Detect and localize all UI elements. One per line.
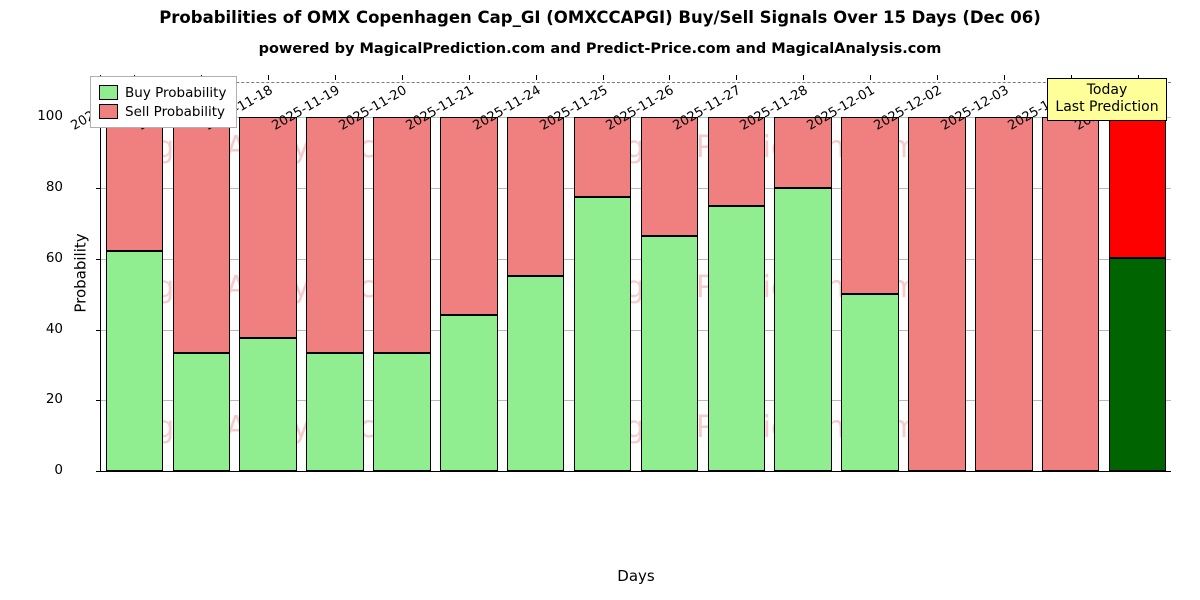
bar-segment-sell — [1108, 117, 1167, 259]
bar-group — [573, 75, 632, 471]
x-tick-mark — [1137, 75, 1139, 80]
x-tick-mark — [870, 75, 872, 80]
legend-item-sell: Sell Probability — [99, 102, 226, 121]
y-tick-mark — [96, 329, 101, 331]
bar-group — [707, 75, 766, 471]
x-tick-mark — [268, 75, 270, 80]
gridline — [101, 117, 1171, 119]
bar-segment-sell — [506, 117, 565, 276]
y-axis-label: Probability — [71, 233, 90, 313]
today-annotation-line2: Last Prediction — [1055, 99, 1159, 115]
bar-group — [908, 75, 966, 471]
bar-segment-buy — [774, 188, 832, 471]
x-tick-mark — [535, 75, 537, 80]
x-tick-mark — [1003, 75, 1005, 80]
bar-segment-buy — [841, 293, 899, 471]
bar-group — [506, 75, 565, 471]
bar-segment-sell — [774, 117, 832, 189]
x-tick-mark — [669, 75, 671, 80]
x-tick-mark — [1070, 75, 1072, 80]
y-tick-mark — [96, 400, 101, 402]
today-annotation: Today Last Prediction — [1047, 78, 1167, 121]
x-axis-label: Days — [617, 567, 655, 585]
legend-label-buy: Buy Probability — [125, 84, 227, 101]
chart-subtitle: powered by MagicalPrediction.com and Pre… — [258, 41, 942, 57]
bar-segment-sell — [640, 117, 699, 236]
y-tick-mark — [96, 188, 101, 190]
today-annotation-line1: Today — [1086, 82, 1128, 98]
y-tick-label: 100 — [37, 108, 63, 125]
bar-segment-buy — [306, 353, 364, 471]
bar-segment-sell — [172, 117, 231, 354]
bar-segment-sell — [573, 117, 632, 197]
chart-title: Probabilities of OMX Copenhagen Cap_GI (… — [159, 8, 1041, 27]
bar-segment-sell — [105, 117, 164, 252]
bar-group — [440, 75, 498, 471]
bar-segment-buy — [172, 353, 231, 471]
bar-segment-sell — [306, 117, 364, 354]
gridline — [101, 329, 1171, 331]
bar-segment-buy — [506, 275, 565, 471]
bar-segment-buy — [573, 196, 632, 471]
y-tick-label: 40 — [45, 320, 63, 337]
bar-group — [841, 75, 899, 471]
x-tick-mark — [401, 75, 403, 80]
y-tick-label: 20 — [45, 391, 63, 408]
chart-legend: Buy Probability Sell Probability — [90, 76, 238, 128]
bar-segment-buy — [707, 205, 766, 471]
gridline — [101, 258, 1171, 260]
bar-segment-sell — [841, 117, 899, 294]
gridline — [101, 400, 1171, 402]
bar-group — [239, 75, 297, 471]
bar-group — [975, 75, 1033, 471]
x-tick-mark — [736, 75, 738, 80]
bar-group — [1041, 75, 1100, 471]
x-tick-mark — [335, 75, 337, 80]
bar-segment-buy — [440, 314, 498, 471]
reference-line — [101, 82, 1171, 84]
plot-area: MagicalAnalysis.comMagicalPrediction.com… — [37, 75, 1171, 585]
bar-segment-sell — [975, 117, 1033, 471]
legend-item-buy: Buy Probability — [99, 83, 226, 102]
x-tick-mark — [936, 75, 938, 80]
bar-group — [640, 75, 699, 471]
y-tick-label: 0 — [54, 462, 63, 478]
x-tick-mark — [602, 75, 604, 80]
bar-segment-sell — [908, 117, 966, 471]
y-tick-label: 60 — [45, 249, 63, 266]
bar-segment-buy — [640, 235, 699, 471]
legend-swatch-sell-icon — [99, 104, 118, 119]
bar-segment-buy — [1108, 258, 1167, 471]
legend-swatch-buy-icon — [99, 85, 118, 100]
bar-segment-buy — [105, 251, 164, 471]
bar-segment-buy — [239, 338, 297, 471]
bar-segment-buy — [373, 353, 431, 471]
bar-group — [774, 75, 832, 471]
bar-segment-sell — [1041, 117, 1100, 471]
y-tick-mark — [96, 258, 101, 260]
bar-group — [105, 75, 164, 471]
bar-segment-sell — [707, 117, 766, 206]
bar-segment-sell — [373, 117, 431, 354]
legend-label-sell: Sell Probability — [125, 103, 226, 120]
bar-group — [373, 75, 431, 471]
bar-segment-sell — [239, 117, 297, 339]
x-tick-mark — [468, 75, 470, 80]
bar-group — [1108, 75, 1167, 471]
gridline — [101, 188, 1171, 190]
x-tick-mark — [803, 75, 805, 80]
y-tick-label: 80 — [45, 179, 63, 196]
bar-group — [172, 75, 231, 471]
y-tick-mark — [96, 471, 101, 472]
bar-segment-sell — [440, 117, 498, 315]
bar-group — [306, 75, 364, 471]
